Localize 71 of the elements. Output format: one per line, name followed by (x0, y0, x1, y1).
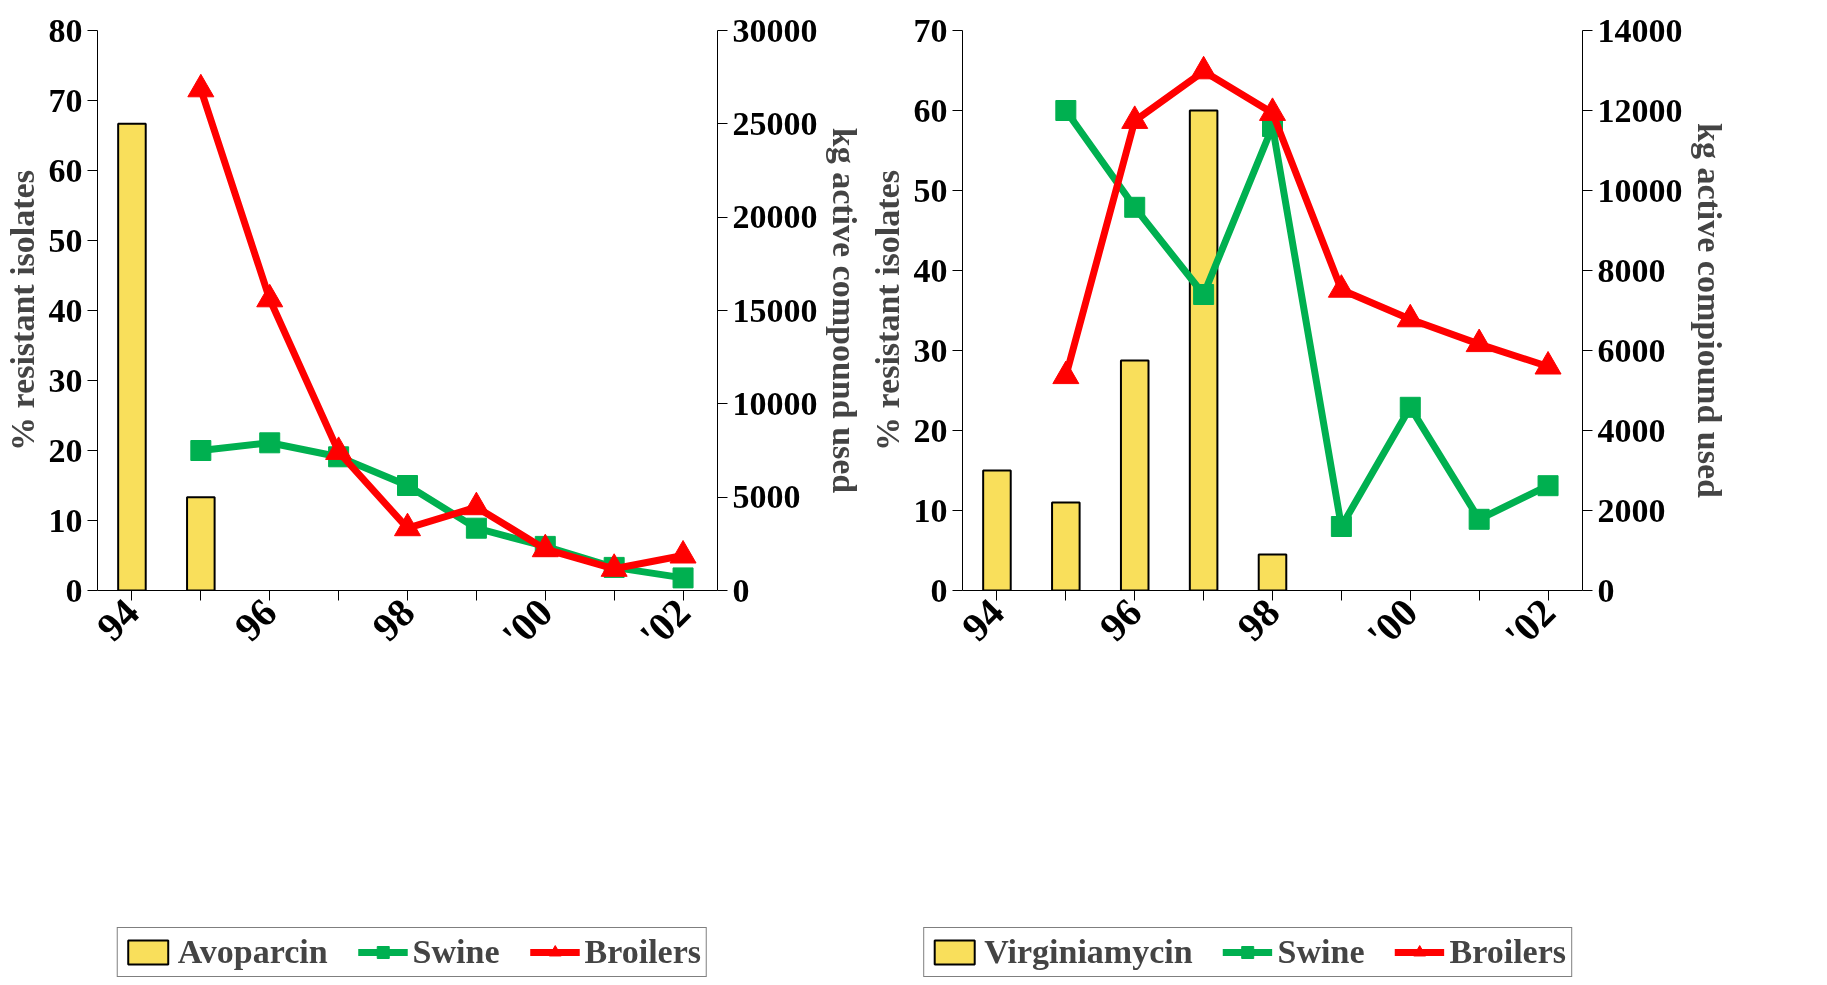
y2-tick-label: 20000 (732, 198, 818, 236)
y-tick-label: 50 (48, 221, 83, 259)
point (1534, 350, 1562, 375)
y2-axis-title: kg active compound used (825, 127, 863, 494)
y-axis-title: % resistant isolates (3, 170, 41, 451)
point (256, 283, 284, 308)
x-tick-label: 96 (1090, 589, 1151, 650)
legend-label: Virginiamycin (984, 933, 1193, 971)
point (1259, 97, 1286, 121)
x-tick-label: '00 (1358, 589, 1427, 658)
y2-tick-label: 0 (1597, 571, 1615, 609)
point (187, 73, 215, 98)
y2-tick-label: 6000 (1597, 331, 1666, 369)
y-tick-label: 10 (913, 491, 948, 529)
point (1465, 328, 1493, 353)
y2-tick-label: 0 (732, 571, 750, 609)
point (1121, 105, 1149, 129)
y2-tick-label: 14000 (1597, 11, 1683, 49)
point (190, 440, 212, 461)
point (672, 567, 694, 589)
legend-label: Broilers (1449, 933, 1566, 971)
point (1396, 303, 1424, 328)
y-tick-label: 0 (65, 571, 83, 609)
x-tick-label: 94 (87, 589, 148, 650)
point (397, 475, 418, 496)
x-tick-label: '02 (1496, 589, 1564, 658)
point (1052, 360, 1080, 385)
y-tick-label: 0 (930, 571, 948, 609)
y-tick-label: 50 (913, 171, 948, 209)
y2-tick-label: 10000 (1597, 171, 1683, 209)
x-tick-label: 98 (1228, 589, 1289, 650)
point (1399, 396, 1421, 418)
y-tick-label: 70 (913, 11, 948, 49)
y2-tick-label: 5000 (732, 478, 801, 516)
y-tick-label: 70 (48, 81, 83, 119)
x-tick-label: 94 (952, 589, 1013, 650)
x-tick-label: 96 (225, 589, 286, 650)
y-tick-label: 30 (913, 331, 948, 369)
point (1330, 516, 1352, 537)
y-tick-label: 60 (913, 91, 948, 129)
y2-tick-label: 4000 (1597, 411, 1666, 449)
point (465, 517, 487, 539)
y-tick-label: 20 (913, 411, 948, 449)
x-tick-label: '02 (631, 589, 699, 658)
y2-tick-label: 8000 (1597, 251, 1666, 289)
y-tick-label: 40 (913, 251, 948, 289)
point (1327, 274, 1355, 298)
y-tick-label: 40 (48, 291, 83, 329)
y2-tick-label: 2000 (1597, 491, 1666, 529)
y-tick-label: 80 (48, 11, 83, 49)
y2-tick-label: 10000 (732, 384, 818, 422)
legend-label: Swine (412, 933, 500, 971)
x-tick-label: '00 (493, 589, 562, 658)
x-tick-label: 98 (363, 589, 424, 650)
y-tick-label: 10 (48, 501, 83, 539)
legend-label: Avoparcin (177, 933, 328, 971)
y-axis-title: % resistant isolates (868, 170, 906, 451)
point (1468, 508, 1490, 530)
y-tick-label: 60 (48, 151, 83, 189)
y-tick-label: 20 (48, 431, 83, 469)
y2-tick-label: 15000 (732, 291, 818, 329)
y2-axis-title: kg active compiound used (1690, 123, 1728, 499)
y2-tick-label: 25000 (732, 104, 818, 142)
point (259, 432, 281, 454)
y2-tick-label: 12000 (1597, 91, 1683, 129)
point (1537, 475, 1559, 497)
legend-label: Swine (1277, 933, 1365, 971)
y2-tick-label: 30000 (732, 11, 818, 49)
point (1190, 55, 1218, 80)
y-tick-label: 30 (48, 361, 83, 399)
legend-label: Broilers (584, 933, 701, 971)
